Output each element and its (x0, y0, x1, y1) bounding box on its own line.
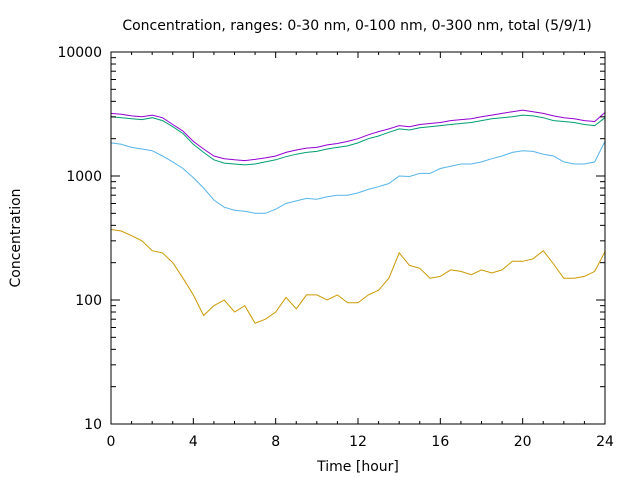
x-tick-label: 0 (107, 434, 116, 450)
series-layer (110, 109, 606, 324)
chart-title: Concentration, ranges: 0-30 nm, 0-100 nm… (122, 18, 591, 34)
x-tick-label: 8 (271, 434, 280, 450)
x-tick-label: 24 (596, 434, 614, 450)
x-tick-label: 12 (349, 434, 367, 450)
x-tick-label: 20 (514, 434, 532, 450)
x-axis-label: Time [hour] (316, 459, 399, 475)
y-tick-label: 100 (75, 293, 102, 309)
y-tick-label: 1000 (66, 169, 102, 185)
series-line-4 (110, 109, 606, 162)
y-axis: 10 100 1000 10000 (57, 45, 605, 433)
series-line-1 (110, 229, 606, 324)
x-tick-label: 16 (431, 434, 449, 450)
y-tick-label: 10000 (57, 45, 102, 61)
series-line-3 (110, 114, 606, 166)
y-tick-label: 10 (84, 417, 102, 433)
y-axis-label: Concentration (8, 188, 24, 287)
x-axis: 0 4 8 12 16 20 24 (107, 52, 614, 450)
series-line-2 (110, 141, 606, 214)
plot-frame (110, 51, 606, 425)
x-tick-label: 4 (189, 434, 198, 450)
